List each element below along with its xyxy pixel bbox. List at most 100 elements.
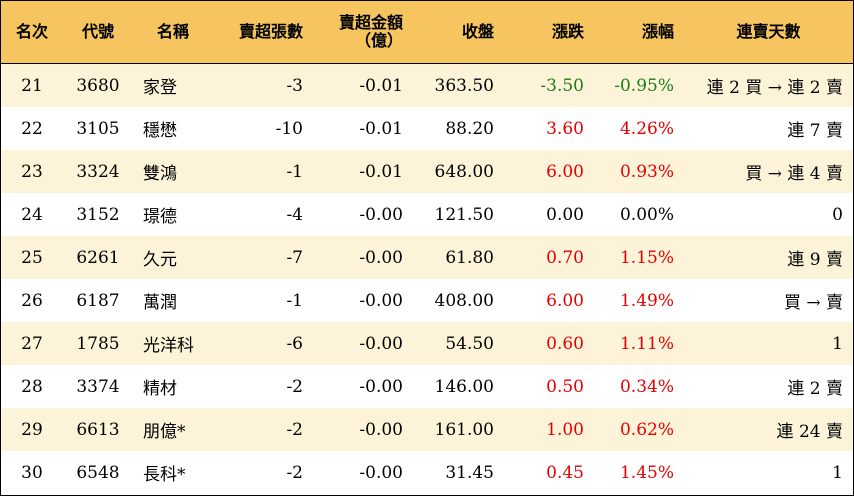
cell-name: 光洋科 <box>133 322 213 365</box>
cell-rank: 28 <box>1 365 63 408</box>
header-row: 名次 代號 名稱 賣超張數 賣超金額 （億） 收盤 漲跌 漲幅 連賣天數 <box>1 1 853 64</box>
cell-sell-lots: -7 <box>213 236 313 279</box>
cell-sell-lots: -1 <box>213 150 313 193</box>
cell-sell-amount: -0.00 <box>313 408 413 451</box>
cell-sell-lots: -2 <box>213 451 313 494</box>
cell-change: 0.60 <box>504 322 594 365</box>
cell-rank: 24 <box>1 193 63 236</box>
header-change: 漲跌 <box>504 1 594 64</box>
cell-sell-amount: -0.00 <box>313 451 413 494</box>
cell-close: 61.80 <box>413 236 504 279</box>
cell-change: 1.00 <box>504 408 594 451</box>
cell-rank: 30 <box>1 451 63 494</box>
cell-sell-lots: -3 <box>213 63 313 107</box>
cell-code: 3152 <box>63 193 133 236</box>
table-row: 25 6261 久元 -7 -0.00 61.80 0.70 1.15% 連 9 賣 <box>1 236 853 279</box>
cell-change: 0.00 <box>504 193 594 236</box>
cell-streak: 1 <box>684 451 853 494</box>
cell-pct: 0.93% <box>594 150 684 193</box>
header-pct: 漲幅 <box>594 1 684 64</box>
cell-change: 3.60 <box>504 107 594 150</box>
cell-code: 3105 <box>63 107 133 150</box>
cell-name: 璟德 <box>133 193 213 236</box>
cell-streak: 連 7 賣 <box>684 107 853 150</box>
table-row: 23 3324 雙鴻 -1 -0.01 648.00 6.00 0.93% 買 → 連 4 賣 <box>1 150 853 193</box>
cell-close: 648.00 <box>413 150 504 193</box>
cell-code: 1785 <box>63 322 133 365</box>
cell-name: 精材 <box>133 365 213 408</box>
header-close: 收盤 <box>413 1 504 64</box>
table-row: 29 6613 朋億* -2 -0.00 161.00 1.00 0.62% 連 24 賣 <box>1 408 853 451</box>
table-row: 30 6548 長科* -2 -0.00 31.45 0.45 1.45% 1 <box>1 451 853 494</box>
cell-rank: 25 <box>1 236 63 279</box>
cell-streak: 連 2 賣 <box>684 365 853 408</box>
cell-sell-lots: -2 <box>213 408 313 451</box>
cell-sell-lots: -6 <box>213 322 313 365</box>
cell-pct: 0.00% <box>594 193 684 236</box>
cell-pct: 1.15% <box>594 236 684 279</box>
cell-code: 3324 <box>63 150 133 193</box>
cell-rank: 26 <box>1 279 63 322</box>
table-row: 22 3105 穩懋 -10 -0.01 88.20 3.60 4.26% 連 7 賣 <box>1 107 853 150</box>
cell-streak: 買 → 賣 <box>684 279 853 322</box>
table-row: 21 3680 家登 -3 -0.01 363.50 -3.50 -0.95% 連 2 買 → … <box>1 63 853 107</box>
cell-change: 6.00 <box>504 150 594 193</box>
cell-close: 408.00 <box>413 279 504 322</box>
cell-pct: 1.11% <box>594 322 684 365</box>
cell-streak: 0 <box>684 193 853 236</box>
cell-sell-amount: -0.00 <box>313 365 413 408</box>
table-row: 26 6187 萬潤 -1 -0.00 408.00 6.00 1.49% 買 → 賣 <box>1 279 853 322</box>
cell-rank: 21 <box>1 63 63 107</box>
cell-sell-lots: -10 <box>213 107 313 150</box>
cell-pct: 4.26% <box>594 107 684 150</box>
cell-sell-amount: -0.00 <box>313 236 413 279</box>
table-row: 27 1785 光洋科 -6 -0.00 54.50 0.60 1.11% 1 <box>1 322 853 365</box>
header-sell-amount-line1: 賣超金額 <box>338 13 403 32</box>
cell-close: 88.20 <box>413 107 504 150</box>
cell-change: 6.00 <box>504 279 594 322</box>
cell-change: 0.50 <box>504 365 594 408</box>
cell-pct: 1.49% <box>594 279 684 322</box>
cell-sell-amount: -0.01 <box>313 150 413 193</box>
header-sell-lots: 賣超張數 <box>213 1 313 64</box>
cell-code: 6548 <box>63 451 133 494</box>
cell-streak: 連 24 賣 <box>684 408 853 451</box>
cell-rank: 29 <box>1 408 63 451</box>
cell-name: 朋億* <box>133 408 213 451</box>
header-name: 名稱 <box>133 1 213 64</box>
cell-code: 6261 <box>63 236 133 279</box>
cell-name: 雙鴻 <box>133 150 213 193</box>
cell-code: 6187 <box>63 279 133 322</box>
cell-code: 3374 <box>63 365 133 408</box>
cell-sell-amount: -0.00 <box>313 279 413 322</box>
header-rank: 名次 <box>1 1 63 64</box>
cell-name: 穩懋 <box>133 107 213 150</box>
cell-pct: 0.62% <box>594 408 684 451</box>
cell-close: 363.50 <box>413 63 504 107</box>
cell-rank: 27 <box>1 322 63 365</box>
cell-name: 家登 <box>133 63 213 107</box>
cell-streak: 連 9 賣 <box>684 236 853 279</box>
cell-rank: 23 <box>1 150 63 193</box>
cell-pct: 0.34% <box>594 365 684 408</box>
cell-sell-amount: -0.00 <box>313 322 413 365</box>
cell-streak: 1 <box>684 322 853 365</box>
cell-rank: 22 <box>1 107 63 150</box>
cell-sell-amount: -0.00 <box>313 193 413 236</box>
cell-sell-amount: -0.01 <box>313 107 413 150</box>
cell-pct: -0.95% <box>594 63 684 107</box>
cell-code: 6613 <box>63 408 133 451</box>
header-sell-amount: 賣超金額 （億） <box>313 1 413 64</box>
header-code: 代號 <box>63 1 133 64</box>
cell-name: 萬潤 <box>133 279 213 322</box>
header-sell-amount-line2: （億） <box>354 31 403 50</box>
cell-pct: 1.45% <box>594 451 684 494</box>
cell-streak: 買 → 連 4 賣 <box>684 150 853 193</box>
cell-close: 161.00 <box>413 408 504 451</box>
cell-code: 3680 <box>63 63 133 107</box>
cell-name: 長科* <box>133 451 213 494</box>
cell-sell-lots: -4 <box>213 193 313 236</box>
cell-streak: 連 2 買 → 連 2 賣 <box>684 63 853 107</box>
